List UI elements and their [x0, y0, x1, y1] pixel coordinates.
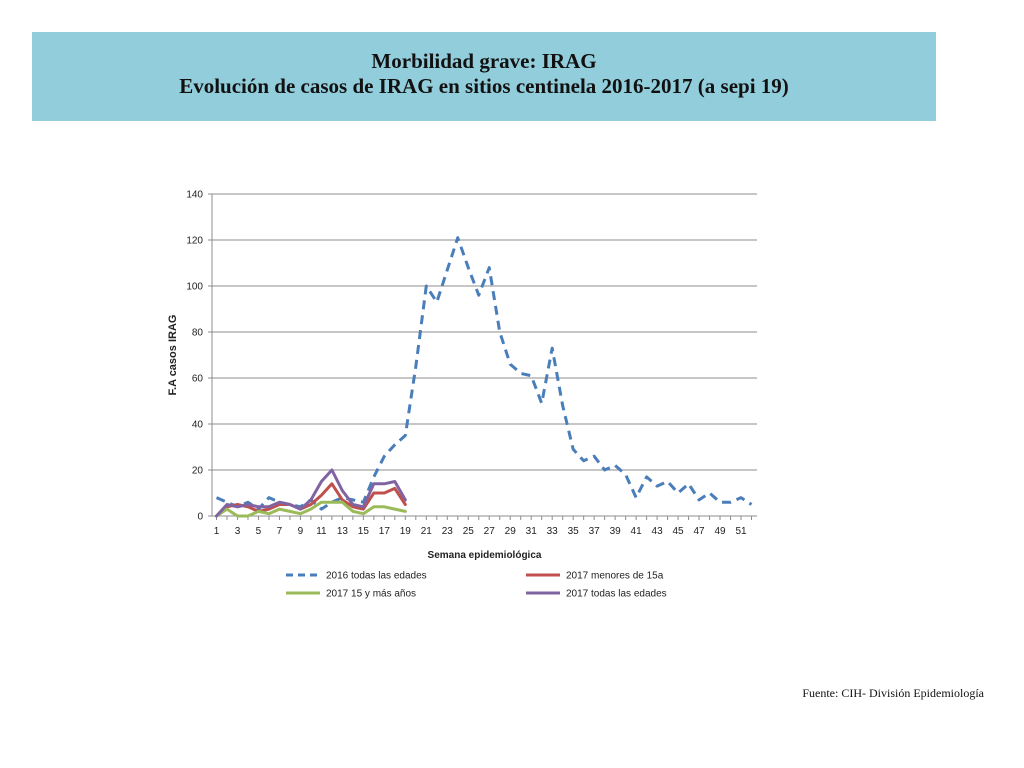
x-tick-label: 1 — [214, 526, 220, 537]
x-tick-label: 41 — [631, 526, 643, 537]
x-tick-label: 9 — [298, 526, 304, 537]
y-tick-label: 80 — [192, 328, 204, 339]
series-line — [215, 468, 407, 518]
legend-label: 2017 15 y más años — [326, 589, 416, 600]
x-tick-label: 13 — [337, 526, 349, 537]
legend-label: 2017 menores de 15a — [566, 571, 664, 582]
x-tick-label: 5 — [256, 526, 262, 537]
x-tick-label: 33 — [547, 526, 559, 537]
y-tick-label: 140 — [186, 190, 203, 201]
x-tick-label: 21 — [421, 526, 433, 537]
x-tick-label: 3 — [235, 526, 241, 537]
x-tick-label: 19 — [400, 526, 412, 537]
x-tick-label: 29 — [505, 526, 517, 537]
legend-label: 2016 todas las edades — [326, 571, 427, 582]
page-title: Morbilidad grave: IRAG — [371, 49, 597, 73]
x-tick-label: 25 — [463, 526, 475, 537]
x-tick-label: 35 — [568, 526, 580, 537]
x-axis-label: Semana epidemiológica — [428, 550, 542, 561]
series-line — [215, 482, 407, 518]
x-tick-label: 11 — [316, 526, 327, 537]
x-tick-label: 23 — [442, 526, 454, 537]
y-tick-label: 40 — [192, 420, 204, 431]
x-tick-label: 15 — [358, 526, 370, 537]
legend-label: 2017 todas las edades — [566, 589, 667, 600]
x-tick-label: 39 — [610, 526, 622, 537]
x-tick-label: 49 — [714, 526, 726, 537]
series-line — [215, 500, 407, 518]
x-tick-label: 27 — [484, 526, 496, 537]
y-tick-label: 60 — [192, 374, 204, 385]
x-tick-label: 7 — [277, 526, 283, 537]
x-tick-label: 47 — [693, 526, 705, 537]
x-tick-label: 51 — [735, 526, 747, 537]
x-tick-label: 37 — [589, 526, 601, 537]
x-tick-label: 17 — [379, 526, 391, 537]
page-subtitle: Evolución de casos de IRAG en sitios cen… — [179, 74, 789, 98]
y-tick-label: 100 — [186, 282, 203, 293]
y-axis-label: F.A casos IRAG — [167, 315, 179, 396]
y-tick-label: 20 — [192, 466, 204, 477]
x-tick-label: 31 — [526, 526, 538, 537]
title-banner: Morbilidad grave: IRAG Evolución de caso… — [32, 32, 936, 121]
series-line — [215, 236, 753, 511]
source-note: Fuente: CIH- División Epidemiología — [802, 686, 984, 700]
x-tick-label: 43 — [652, 526, 664, 537]
y-tick-label: 0 — [197, 512, 203, 523]
x-tick-label: 45 — [673, 526, 685, 537]
y-tick-label: 120 — [186, 236, 203, 247]
